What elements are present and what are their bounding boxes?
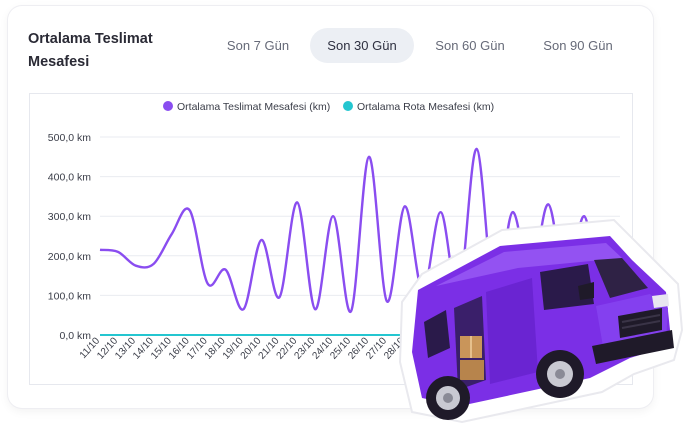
y-tick-label: 500,0 km bbox=[48, 132, 91, 144]
legend-item-teslimat: Ortalama Teslimat Mesafesi (km) bbox=[177, 101, 330, 113]
tab-son-90-gun[interactable]: Son 90 Gün bbox=[543, 38, 613, 53]
y-tick-label: 300,0 km bbox=[48, 211, 91, 223]
delivery-van-illustration bbox=[398, 218, 684, 424]
legend-marker bbox=[343, 101, 353, 111]
y-tick-label: 0,0 km bbox=[59, 330, 91, 342]
tab-son-7-gun[interactable]: Son 7 Gün bbox=[226, 38, 290, 53]
chart-title: Ortalama Teslimat Mesafesi bbox=[28, 31, 153, 70]
legend-marker bbox=[163, 101, 173, 111]
tab-son-30-gun[interactable]: Son 30 Gün bbox=[310, 28, 414, 63]
y-tick-label: 400,0 km bbox=[48, 172, 91, 184]
tab-son-60-gun[interactable]: Son 60 Gün bbox=[435, 38, 505, 53]
y-tick-label: 100,0 km bbox=[48, 290, 91, 302]
legend-item-rota: Ortalama Rota Mesafesi (km) bbox=[357, 101, 494, 113]
y-tick-label: 200,0 km bbox=[48, 251, 91, 263]
